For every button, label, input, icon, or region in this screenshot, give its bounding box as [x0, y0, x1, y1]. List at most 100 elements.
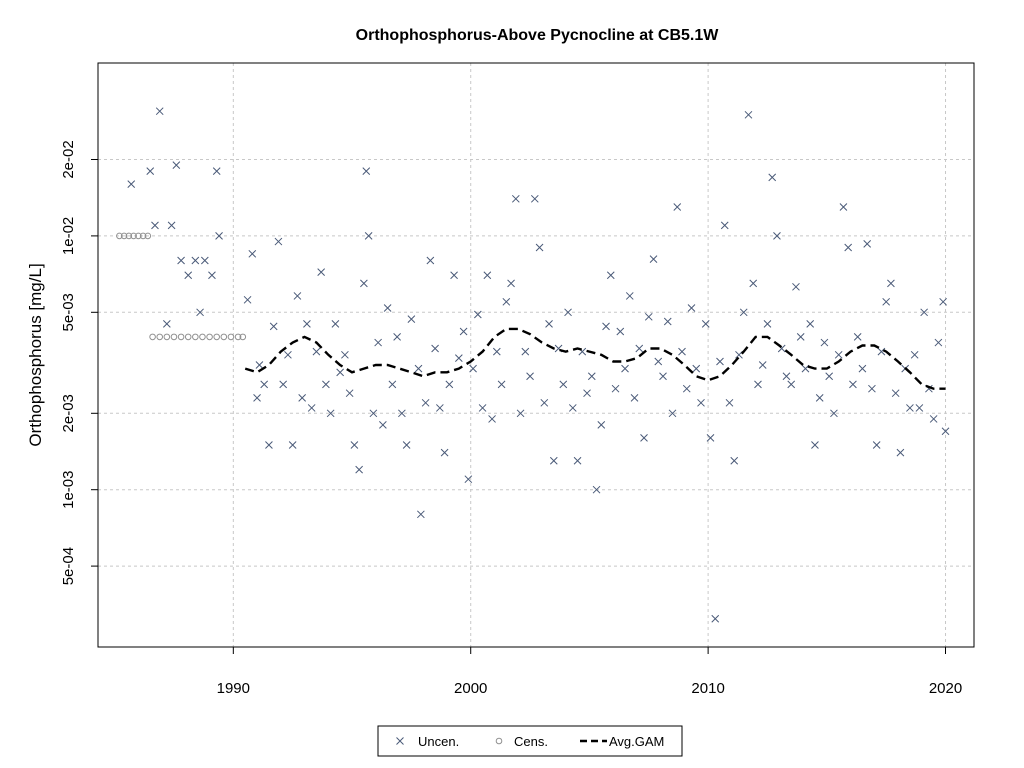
y-tick-label: 2e-02	[60, 140, 77, 178]
uncen-point	[440, 448, 449, 457]
uncen-point	[640, 434, 648, 442]
uncen-point	[877, 347, 886, 356]
uncen-point	[545, 320, 553, 328]
uncen-point	[663, 317, 672, 326]
uncen-point	[564, 308, 572, 317]
y-axis-title: Orthophosphorus [mg/L]	[26, 263, 45, 446]
legend-gam-label: Avg.GAM	[609, 734, 664, 749]
uncen-point	[269, 322, 278, 331]
uncen-point	[526, 372, 534, 381]
uncen-point	[450, 271, 458, 280]
uncen-point	[749, 279, 758, 288]
uncen-point	[196, 308, 204, 317]
uncen-point	[621, 364, 629, 373]
uncen-point	[711, 614, 720, 623]
uncen-point	[844, 243, 853, 252]
uncen-point	[307, 404, 316, 412]
legend-uncen-label: Uncen.	[418, 734, 459, 749]
uncen-point	[830, 409, 838, 418]
uncen-point	[279, 380, 288, 389]
uncen-point	[478, 404, 487, 412]
legend-uncen-marker	[396, 737, 404, 745]
uncen-point	[402, 441, 411, 449]
gam-line	[244, 327, 946, 390]
uncen-point	[678, 347, 686, 356]
legend-items: Uncen. Cens. Avg.GAM	[396, 734, 664, 749]
uncen-point	[184, 271, 193, 280]
uncen-point	[191, 256, 200, 265]
uncen-point	[906, 404, 914, 412]
cens-point	[149, 333, 156, 341]
cens-point	[177, 333, 185, 341]
uncen-point	[697, 398, 705, 407]
uncen-point	[243, 295, 252, 304]
uncen-point	[811, 441, 819, 449]
cens-point	[199, 333, 206, 341]
uncen-point	[820, 338, 829, 347]
uncen-point	[716, 357, 724, 366]
uncen-point	[155, 107, 164, 116]
cens-point	[144, 232, 152, 240]
uncen-point	[939, 297, 947, 306]
uncen-point	[253, 394, 261, 402]
uncen-point	[511, 194, 520, 203]
uncen-point	[801, 364, 810, 373]
plot-frame	[97, 62, 975, 648]
uncen-point	[706, 434, 715, 442]
uncen-point	[725, 398, 734, 407]
uncen-point	[687, 304, 696, 312]
uncen-point	[815, 394, 824, 402]
uncen-point	[146, 167, 155, 175]
uncen-point	[834, 350, 843, 359]
uncen-point	[459, 327, 468, 336]
cens-point	[163, 333, 171, 341]
uncen-point	[379, 421, 387, 429]
uncen-point	[796, 333, 805, 341]
legend-cens-label: Cens.	[514, 734, 548, 749]
uncen-point	[265, 441, 273, 449]
cens-point	[139, 232, 147, 240]
cens-point	[239, 333, 247, 341]
uncen-point	[540, 398, 549, 407]
uncen-point	[331, 320, 340, 328]
uncen-point	[298, 394, 307, 402]
uncen-point	[317, 268, 326, 276]
y-tick-label: 1e-03	[60, 471, 77, 509]
legend-cens-marker	[495, 737, 503, 745]
uncen-point	[568, 404, 577, 412]
uncen-point	[768, 173, 777, 182]
grid	[98, 63, 974, 647]
uncen-point	[896, 448, 905, 457]
uncen-point	[839, 203, 848, 211]
uncen-point	[535, 243, 544, 252]
uncen-point	[625, 292, 634, 300]
uncen-point	[336, 368, 344, 377]
legend-box	[377, 725, 683, 757]
cens-point	[220, 333, 228, 341]
x-tick-label: 2020	[929, 680, 962, 697]
uncen-point	[863, 240, 872, 248]
uncen-point	[763, 320, 772, 328]
uncen-point	[654, 357, 663, 366]
uncen-point	[910, 350, 919, 359]
cens-point	[130, 232, 137, 240]
uncen-point	[215, 232, 223, 240]
uncen-point	[464, 475, 473, 484]
uncen-point	[668, 409, 677, 418]
uncen-point	[616, 327, 625, 336]
uncen-point	[417, 510, 425, 519]
uncen-point	[393, 333, 401, 341]
uncen-point	[720, 221, 729, 230]
uncen-point	[754, 380, 762, 389]
uncen-point	[374, 338, 382, 347]
uncen-point	[920, 308, 928, 317]
uncen-point	[162, 320, 171, 328]
uncen-point	[426, 256, 435, 265]
uncen-point	[806, 320, 815, 328]
uncen-point	[345, 389, 354, 398]
x-tick-label: 2000	[454, 680, 487, 697]
uncen-point	[630, 394, 639, 402]
uncen-point	[288, 441, 297, 449]
uncen-point	[172, 161, 181, 170]
uncen-point	[388, 380, 397, 389]
